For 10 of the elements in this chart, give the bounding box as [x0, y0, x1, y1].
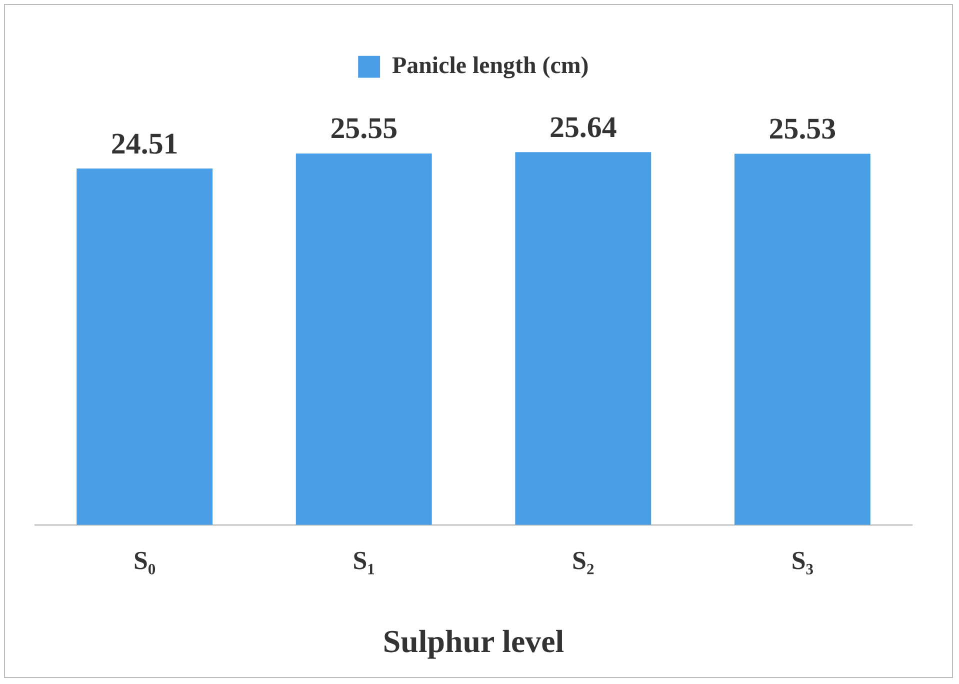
data-label: 25.55 [330, 112, 398, 146]
data-label: 25.64 [549, 110, 617, 144]
legend-label: Panicle length (cm) [392, 53, 589, 79]
data-label: 24.51 [110, 127, 178, 160]
x-tick-label: S₃ [791, 546, 814, 576]
x-tick-label: S₂ [572, 546, 594, 576]
data-label: 25.53 [768, 112, 836, 146]
x-tick-label: S₁ [352, 546, 375, 576]
x-axis-title: Sulphur level [382, 624, 564, 660]
x-tick-label: S₀ [133, 546, 156, 576]
